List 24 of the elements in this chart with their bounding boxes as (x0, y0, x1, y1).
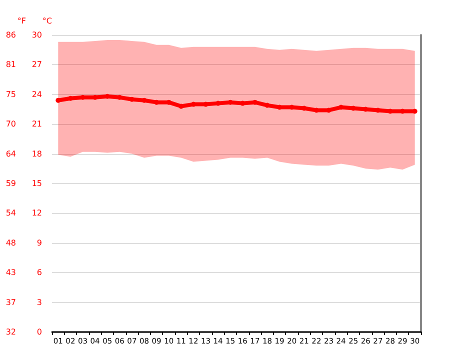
y-tick-label: 3 (36, 298, 42, 307)
y-tick-label: 12 (32, 208, 42, 218)
y-tick-label: 30 (32, 30, 42, 40)
y-tick-label: 0 (36, 328, 42, 336)
y2-tick-label: 37 (6, 298, 16, 307)
y-tick-label: 18 (32, 149, 42, 158)
y2-tick-label: 43 (6, 268, 16, 278)
y-tick-label: 21 (32, 120, 42, 129)
y2-tick-label: 81 (6, 60, 16, 70)
y-tick-label: 27 (32, 60, 42, 70)
y-tick-label: 9 (36, 238, 42, 248)
y2-tick-label: 86 (6, 30, 16, 40)
y-axis-title: °C (42, 16, 52, 26)
y-tick-label: 6 (36, 268, 42, 278)
y2-tick-label: 70 (6, 120, 16, 129)
y2-tick-label: 48 (6, 238, 16, 248)
y2-tick-label: 54 (6, 208, 16, 218)
y2-tick-label: 75 (6, 90, 16, 99)
y2-tick-label: 32 (6, 328, 16, 336)
y2-axis-title: °F (17, 16, 26, 26)
y2-tick-label: 64 (6, 149, 16, 158)
y-tick-label: 15 (32, 179, 42, 188)
y-tick-label: 24 (32, 90, 42, 99)
y2-tick-label: 59 (6, 179, 16, 188)
